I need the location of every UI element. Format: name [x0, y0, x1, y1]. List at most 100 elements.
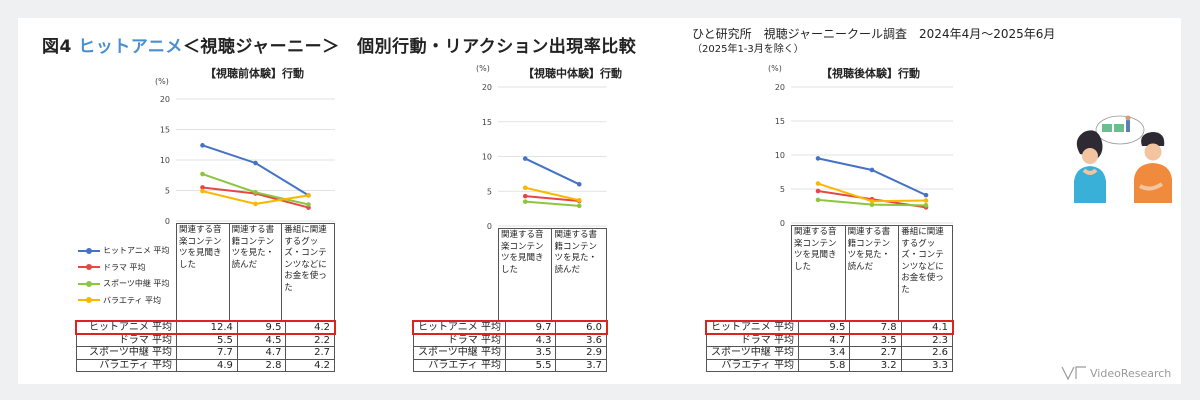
unit-label: (%) [155, 77, 169, 86]
series-line [525, 200, 580, 207]
value-cell: 2.3 [900, 333, 954, 347]
legend-label: スポーツ中継 平均 [103, 279, 170, 288]
legend-label: バラエティ 平均 [103, 295, 162, 305]
data-point [253, 201, 258, 207]
table-row: バラエティ 平均 4.9 2.8 4.2 [76, 358, 335, 372]
value-cell: 3.5 [504, 346, 557, 360]
legend-item-variety: バラエティ 平均 [78, 293, 169, 308]
value-cell: 4.5 [236, 333, 287, 347]
chart-2-value-table: ヒットアニメ 平均 9.7 6.0 ドラマ 平均 4.3 3.6 スポーツ中継 平均 3.… [413, 321, 607, 372]
y-tick-label: 0 [165, 217, 170, 226]
row-label: バラエティ 平均 [413, 358, 506, 372]
y-tick-label: 15 [775, 117, 785, 126]
y-tick-label: 0 [487, 222, 492, 231]
category-cell: 関連する音楽コンテンツを見聞きした [176, 223, 230, 321]
chart-1-category-table: 関連する音楽コンテンツを見聞きした 関連する書籍コンテンツを見た・読んだ 番組に… [176, 223, 335, 321]
table-row: ドラマ 平均 4.7 3.5 2.3 [706, 333, 954, 347]
chart-2-category-table: 関連する音楽コンテンツを見聞きした 関連する書籍コンテンツを見た・読んだ [497, 228, 607, 321]
data-point [815, 197, 821, 203]
data-point [522, 185, 528, 191]
category-cell: 関連する音楽コンテンツを見聞きした [497, 228, 553, 321]
chart-1: 0 5 10 15 20 (%) [155, 77, 335, 226]
data-point [576, 182, 582, 187]
table-row: バラエティ 平均 5.8 3.2 3.3 [706, 358, 954, 372]
y-tick-label: 5 [165, 187, 170, 196]
highlight-box [705, 320, 954, 335]
value-cell: 5.5 [504, 358, 557, 372]
data-point [923, 198, 929, 203]
y-tick-label: 10 [160, 156, 170, 165]
survey-note: （2025年1-3月を除く） [692, 44, 804, 55]
row-label: バラエティ 平均 [706, 358, 799, 372]
row-label: ドラマ 平均 [706, 333, 799, 347]
value-cell: 2.7 [849, 346, 902, 360]
value-cell: 4.7 [236, 346, 287, 360]
chart-1-value-table: ヒットアニメ 平均 12.4 9.5 4.2 ドラマ 平均 5.5 4.5 2.2 スポーツ… [76, 321, 335, 372]
unit-label: (%) [768, 64, 782, 73]
data-point [815, 188, 821, 194]
y-tick-label: 20 [160, 95, 170, 104]
figure-number: 図4 [42, 37, 72, 57]
row-label: ドラマ 平均 [76, 333, 177, 347]
y-tick-label: 5 [780, 185, 785, 194]
data-point [815, 156, 821, 161]
data-point [815, 181, 821, 186]
data-point [200, 171, 205, 177]
table-row: ドラマ 平均 4.3 3.6 [413, 333, 607, 347]
unit-label: (%) [476, 64, 490, 73]
value-cell: 2.9 [555, 346, 607, 360]
row-label: ドラマ 平均 [413, 333, 506, 347]
category-cell: 番組に関連するグッズ・コンテンツなどにお金を使った [281, 223, 335, 321]
data-point [306, 202, 311, 207]
data-point [869, 202, 875, 207]
chart-2-title: 【視聴中体験】行動 [523, 67, 622, 80]
value-cell: 3.3 [900, 358, 954, 372]
y-tick-label: 20 [775, 83, 785, 92]
value-cell: 4.3 [504, 333, 557, 347]
data-point [869, 198, 875, 204]
value-cell: 2.2 [285, 333, 335, 347]
highlight-box [75, 320, 336, 335]
value-cell: 4.2 [285, 358, 335, 372]
legend: ヒットアニメ 平均 ドラマ 平均 スポーツ中継 平均 バラエティ 平均 [78, 243, 169, 309]
data-point [253, 160, 258, 166]
value-cell: 2.6 [900, 346, 954, 360]
value-cell: 5.8 [797, 358, 851, 372]
data-point [522, 156, 528, 161]
legend-label: ヒットアニメ 平均 [103, 246, 170, 255]
category-cell: 番組に関連するグッズ・コンテンツなどにお金を使った [898, 225, 953, 321]
series-line [525, 186, 580, 202]
slide: 図4 ヒットアニメ＜視聴ジャーニー＞ 個別行動・リアクション出現率比較 ひと研究… [18, 18, 1181, 384]
data-point [923, 192, 929, 198]
row-label: スポーツ中継 平均 [413, 346, 506, 360]
value-cell: 5.5 [176, 333, 238, 347]
category-cell: 関連する書籍コンテンツを見た・読んだ [551, 228, 607, 321]
page-title: 図4 ヒットアニメ＜視聴ジャーニー＞ 個別行動・リアクション出現率比較 [42, 32, 636, 57]
title-text: ＜視聴ジャーニー＞ 個別行動・リアクション出現率比較 [182, 37, 637, 57]
value-cell: 2.7 [285, 346, 335, 360]
title-highlight: ヒットアニメ [78, 37, 183, 57]
category-cell: 関連する書籍コンテンツを見た・読んだ [844, 225, 900, 321]
table-row: スポーツ中継 平均 3.5 2.9 [413, 346, 607, 360]
data-point [200, 185, 205, 190]
data-point [200, 188, 205, 194]
data-point [253, 190, 258, 195]
value-cell: 4.9 [176, 358, 238, 372]
y-tick-label: 5 [487, 187, 492, 196]
y-tick-label: 15 [160, 126, 170, 135]
legend-item-drama: ドラマ 平均 [78, 260, 169, 275]
logo-text: VideoResearch [1090, 366, 1172, 380]
category-cell: 関連する書籍コンテンツを見た・読んだ [228, 223, 283, 321]
row-label: スポーツ中継 平均 [706, 346, 799, 360]
y-tick-label: 10 [482, 153, 492, 162]
value-cell: 2.8 [236, 358, 287, 372]
y-tick-label: 15 [482, 118, 492, 127]
row-label: スポーツ中継 平均 [76, 346, 177, 360]
series-line [525, 195, 580, 202]
people-illustration-icon [1074, 115, 1172, 203]
data-point [576, 203, 582, 209]
table-row: ヒットアニメ 平均 12.4 9.5 4.2 [76, 321, 335, 335]
value-cell: 3.2 [849, 358, 902, 372]
y-tick-label: 20 [482, 83, 492, 92]
table-row: バラエティ 平均 5.5 3.7 [413, 358, 607, 372]
